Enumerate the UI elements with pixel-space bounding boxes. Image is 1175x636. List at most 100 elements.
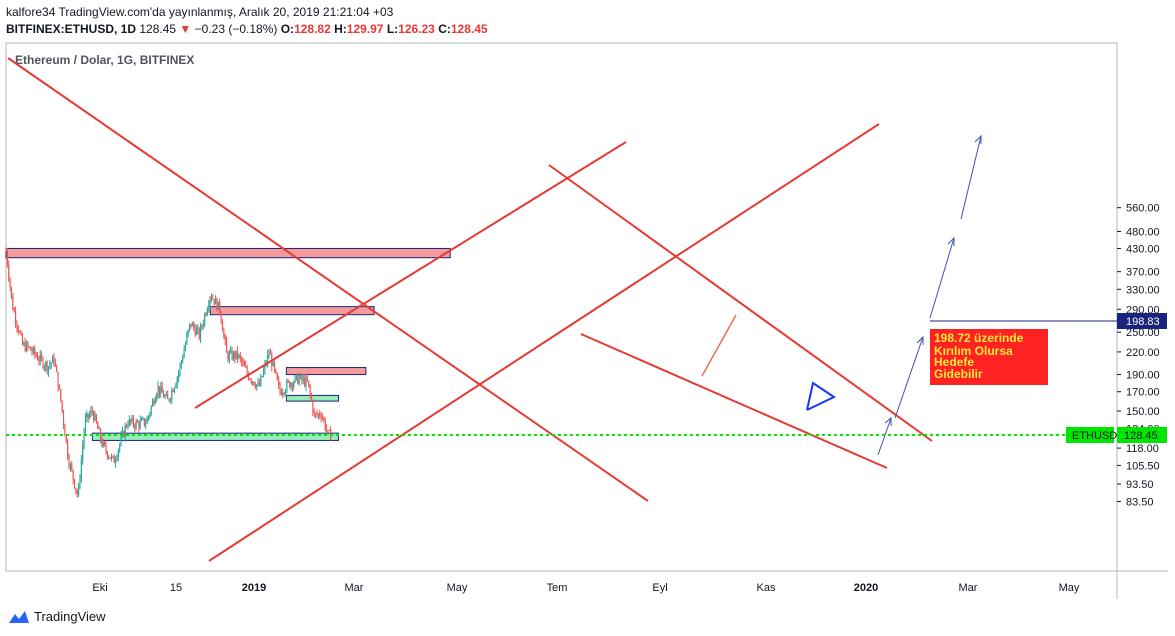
candle-223 xyxy=(310,392,313,402)
candle-20 xyxy=(32,346,34,355)
candle-39 xyxy=(58,384,60,390)
candle-185 xyxy=(258,379,260,387)
time-tick-label-7: Kas xyxy=(757,582,776,594)
candle-213 xyxy=(297,372,299,385)
time-scale[interactable]: Eki 15 2019 Mar May Tem Eyl Kas 2020 Mar May xyxy=(92,582,1080,594)
candle-130 xyxy=(183,345,185,359)
low-value: 126.23 xyxy=(398,22,435,36)
candle-121 xyxy=(171,387,173,405)
candle-151 xyxy=(212,294,214,300)
last-price: 128.45 xyxy=(139,22,177,36)
candle-202 xyxy=(282,388,284,399)
candle-36 xyxy=(54,358,56,367)
candle-51 xyxy=(75,487,77,495)
candle-41 xyxy=(61,400,63,414)
candle-37 xyxy=(56,364,58,373)
triangle-pattern xyxy=(806,381,837,411)
candle-42 xyxy=(62,409,65,430)
candle-55 xyxy=(80,455,82,483)
candle-233 xyxy=(324,417,326,432)
pane-title: Ethereum / Dolar, 1G, BITFINEX xyxy=(15,53,194,67)
candle-120 xyxy=(169,397,171,404)
candle-206 xyxy=(287,379,289,384)
candle-135 xyxy=(190,323,192,329)
candle-47 xyxy=(69,462,71,472)
candle-56 xyxy=(82,440,84,465)
candle-100 xyxy=(142,416,144,421)
candle-144 xyxy=(202,319,204,330)
candle-59 xyxy=(86,410,88,423)
candle-227 xyxy=(316,409,318,418)
candle-91 xyxy=(130,418,132,426)
candle-30 xyxy=(46,360,48,375)
candle-45 xyxy=(67,438,69,460)
candle-1 xyxy=(6,247,8,268)
candle-98 xyxy=(139,415,141,430)
candle-24 xyxy=(38,355,40,366)
candle-217 xyxy=(302,373,304,385)
candle-43 xyxy=(64,423,66,437)
candle-171 xyxy=(239,351,241,363)
candle-148 xyxy=(208,300,210,313)
price-tick-label-7: 220.00 xyxy=(1126,347,1160,359)
time-tick-label-4: May xyxy=(447,582,468,594)
candle-169 xyxy=(236,346,239,363)
candle-172 xyxy=(241,356,243,367)
candle-75 xyxy=(108,454,110,461)
candle-146 xyxy=(205,311,207,317)
candle-92 xyxy=(131,414,133,424)
candle-204 xyxy=(284,389,287,396)
candle-57 xyxy=(83,428,85,450)
candle-23 xyxy=(36,352,39,361)
high-label: H: xyxy=(334,22,347,36)
candle-90 xyxy=(128,415,130,428)
candle-176 xyxy=(246,364,248,376)
candle-125 xyxy=(176,375,178,389)
candle-178 xyxy=(249,378,251,381)
candle-103 xyxy=(146,415,148,424)
candle-156 xyxy=(219,298,221,316)
candle-163 xyxy=(228,349,230,364)
candle-38 xyxy=(57,372,59,392)
price-tick-label-15: 83.50 xyxy=(1126,496,1154,508)
candle-104 xyxy=(147,415,150,422)
candle-25 xyxy=(39,349,41,366)
candle-173 xyxy=(242,357,244,367)
annotation-line-2: Kırılım Olursa xyxy=(934,344,1013,358)
zones-layer xyxy=(5,247,451,441)
footer-brand[interactable]: TradingView xyxy=(8,609,106,624)
time-tick-label-3: Mar xyxy=(345,582,364,594)
candle-49 xyxy=(72,469,74,485)
trendline-channel-bottom xyxy=(208,123,880,562)
candle-235 xyxy=(327,429,329,436)
symbol-ohlc-line: BITFINEX:ETHUSD, 1D 128.45 ▼ −0.23 (−0.1… xyxy=(6,22,488,36)
price-scale[interactable]: 560.00480.00430.00370.00330.00290.00250.… xyxy=(1117,203,1160,509)
candle-166 xyxy=(232,350,234,362)
symbol-label: BITFINEX:ETHUSD, 1D xyxy=(6,22,137,36)
tradingview-logo-icon xyxy=(9,610,29,623)
candle-10 xyxy=(19,330,21,334)
candle-96 xyxy=(136,419,139,423)
candle-196 xyxy=(273,360,276,373)
candle-95 xyxy=(135,418,137,431)
candle-27 xyxy=(42,356,44,370)
candle-79 xyxy=(113,454,115,464)
candle-174 xyxy=(243,359,245,367)
candle-81 xyxy=(116,454,118,462)
candle-73 xyxy=(105,440,107,455)
candle-50 xyxy=(73,478,76,489)
candle-224 xyxy=(312,399,314,416)
candle-33 xyxy=(50,362,52,369)
candle-7 xyxy=(15,306,17,328)
candle-192 xyxy=(268,349,270,359)
support-zone-4 xyxy=(91,432,339,441)
level-tag-198: 198.83 xyxy=(1117,313,1167,329)
open-label: O: xyxy=(280,22,295,36)
candle-97 xyxy=(138,420,140,433)
candle-53 xyxy=(78,482,80,497)
candle-88 xyxy=(126,423,128,429)
candle-211 xyxy=(294,375,296,384)
price-tick-label-4: 330.00 xyxy=(1126,284,1160,296)
candle-155 xyxy=(217,301,219,311)
